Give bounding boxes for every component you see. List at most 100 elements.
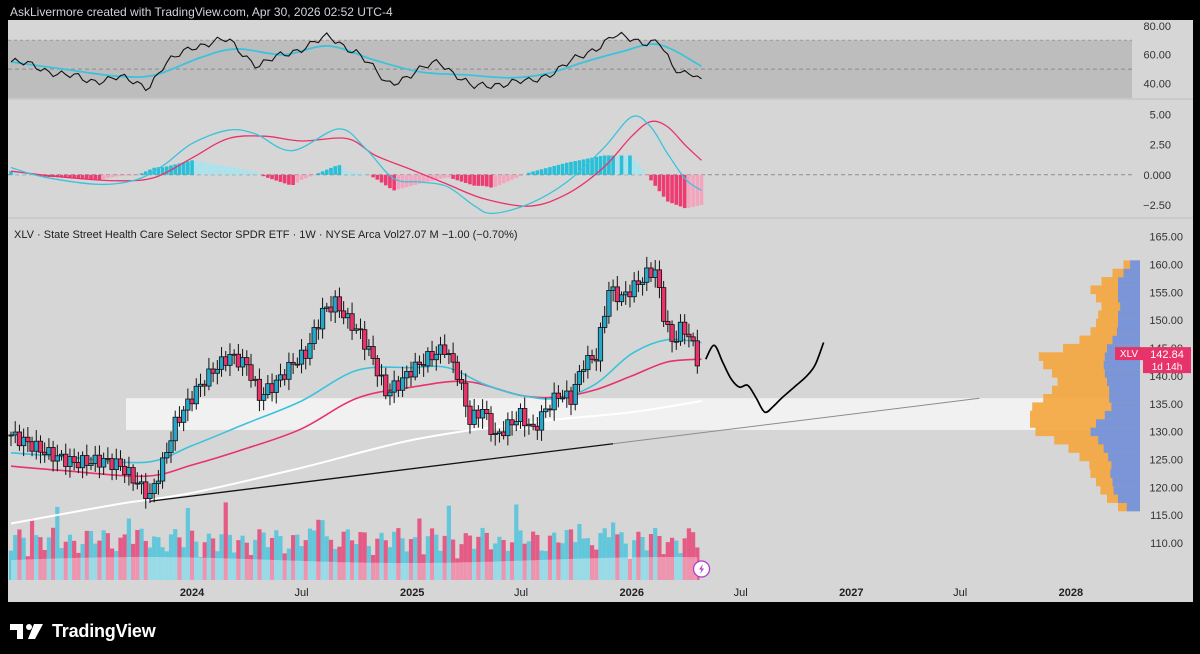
chart-svg[interactable]: 80.00 60.00 40.00 5.00 2.50 0.000 −2.50 165.00 1… — [8, 20, 1193, 602]
macd-histogram-bar — [320, 171, 325, 175]
candle-body — [378, 374, 385, 377]
candle-body — [218, 356, 225, 370]
price-pane[interactable]: 165.00160.00155.00150.00145.00140.00135.… — [8, 229, 1191, 580]
macd-histogram-bar — [409, 174, 413, 187]
lightning-icon[interactable] — [692, 560, 711, 578]
volume-profile-bar-down — [1123, 268, 1140, 278]
candle-body — [248, 364, 254, 381]
candle-body — [109, 458, 115, 471]
volume-bar — [539, 550, 544, 580]
macd-histogram-bar — [329, 167, 333, 175]
macd-histogram-bar — [518, 174, 523, 177]
volume-bar — [653, 527, 658, 580]
macd-pane[interactable]: 5.00 2.50 0.000 −2.50 — [8, 109, 1171, 215]
time-axis[interactable]: 2024 Jul 2025 Jul 2026 Jul 2027 Jul 2028 — [8, 582, 1193, 602]
volume-bar — [333, 548, 338, 580]
volume-bar — [17, 529, 22, 580]
volume-profile-bar-down — [1118, 293, 1140, 303]
macd-histogram-bar — [468, 174, 472, 185]
support-zone — [126, 398, 1133, 430]
macd-histogram-bar — [72, 174, 76, 178]
candle-body — [239, 357, 246, 368]
candle-body — [303, 349, 309, 359]
volume-bar — [619, 532, 624, 580]
candle-body — [597, 327, 604, 362]
volume-bar — [177, 537, 182, 580]
macd-histogram-bar — [337, 165, 342, 175]
macd-histogram-bar — [543, 168, 548, 175]
candle-body — [147, 493, 153, 499]
rsi-tick-label: 80.00 — [1143, 21, 1171, 33]
volume-bar — [345, 529, 350, 580]
macd-histogram-bar — [223, 165, 228, 175]
price-title: XLV · State Street Health Care Select Se… — [14, 229, 518, 241]
tradingview-footer[interactable]: TradingView — [10, 619, 156, 643]
volume-bar — [606, 537, 612, 580]
candle-body — [328, 306, 334, 313]
volume-bar — [404, 551, 409, 580]
candle-body — [627, 291, 633, 298]
volume-bar — [168, 534, 174, 580]
title-text: XLV · State Street Health Care Select Se… — [14, 229, 399, 241]
volume-bar — [46, 537, 52, 580]
rsi-line — [10, 31, 702, 92]
macd-histogram-bar — [649, 174, 653, 181]
volume-bar — [55, 506, 60, 580]
volume-bar — [425, 536, 430, 580]
chart-area[interactable]: 80.00 60.00 40.00 5.00 2.50 0.000 −2.50 165.00 1… — [8, 20, 1193, 602]
macd-histogram-bar — [392, 174, 396, 191]
candle-body — [656, 269, 663, 289]
candle-body — [534, 425, 540, 431]
volume-profile-bar-up — [1052, 368, 1140, 378]
lightning-icon-bolt — [699, 564, 705, 574]
candle-body — [244, 357, 250, 366]
volume-profile-bar-down — [1118, 277, 1140, 286]
macd-histogram-bar — [148, 169, 152, 175]
volume-profile-bar-up — [1063, 343, 1140, 353]
macd-histogram-bar — [350, 171, 354, 175]
volume-bar — [227, 534, 233, 580]
candle-body — [677, 321, 684, 342]
candle-body — [357, 328, 364, 331]
volume-bar — [678, 553, 683, 580]
candle-body — [155, 480, 161, 485]
candle-body — [581, 369, 587, 372]
price-tick-label: 155.00 — [1149, 287, 1183, 299]
candle-body — [42, 451, 48, 456]
tradingview-brand: TradingView — [52, 620, 156, 641]
volume-profile-bar-up — [1079, 335, 1140, 345]
volume-bar — [278, 536, 283, 580]
candle-body — [25, 436, 31, 443]
volume-bars — [8, 502, 700, 580]
candle-body — [231, 353, 237, 356]
rsi-pane[interactable]: 80.00 60.00 40.00 — [8, 21, 1171, 98]
price-tag — [1143, 347, 1191, 374]
candle-body — [618, 294, 625, 303]
macd-histogram-bar — [560, 163, 565, 175]
macd-histogram-bar — [657, 174, 662, 192]
volume-bar — [253, 539, 258, 580]
volume-bar — [139, 528, 144, 580]
volume-bar — [232, 552, 237, 580]
macd-histogram-bar — [421, 174, 426, 183]
macd-histogram-bar — [535, 170, 540, 175]
volume-bar — [63, 541, 68, 580]
volume-ma-area — [11, 557, 698, 580]
candle-body — [690, 336, 696, 342]
candle-body — [572, 383, 578, 405]
candle-body — [84, 455, 90, 466]
volume-bar — [341, 531, 346, 580]
last-price-value: 142.84 — [1150, 349, 1184, 361]
candle-body — [669, 324, 675, 342]
candle-body — [509, 419, 515, 426]
macd-histogram-bar — [459, 174, 464, 182]
candle-body — [362, 329, 368, 350]
price-tick-label: 130.00 — [1149, 427, 1183, 439]
volume-bar — [42, 549, 47, 580]
volume-bar — [535, 534, 540, 580]
candle-body — [530, 423, 536, 427]
macd-histogram-bar — [177, 163, 182, 175]
macd-histogram-bar — [632, 158, 636, 175]
macd-histogram-bar — [371, 174, 375, 178]
